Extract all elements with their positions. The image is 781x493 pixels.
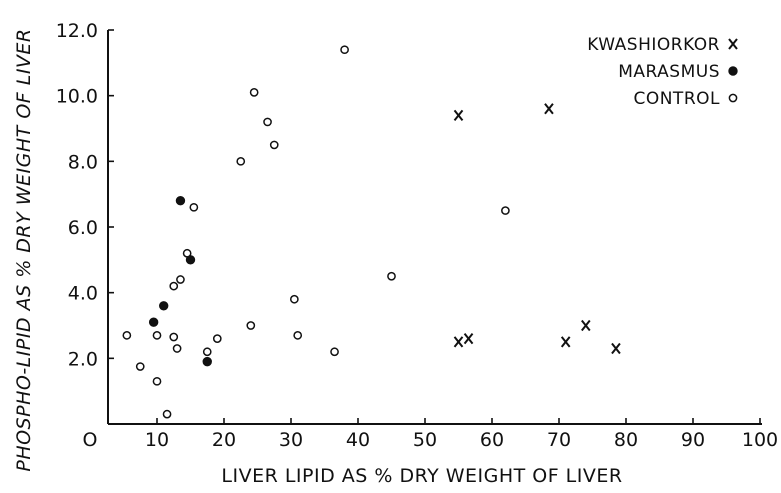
kwashiorkor-point xyxy=(453,109,464,121)
control-point xyxy=(169,332,179,342)
y-tick-label: 6.0 xyxy=(68,217,98,239)
y-tick-label: 10.0 xyxy=(56,86,98,108)
control-point xyxy=(176,275,185,284)
data-marks xyxy=(122,45,621,419)
x-tick-label: 30 xyxy=(279,429,303,451)
legend-label: MARASMUS xyxy=(618,62,720,82)
control-point xyxy=(172,344,182,353)
control-point xyxy=(249,88,259,97)
y-tick-label: 8.0 xyxy=(68,151,98,173)
y-tick-label: 4.0 xyxy=(68,283,98,305)
control-point xyxy=(169,281,179,291)
control-point xyxy=(330,347,339,357)
marasmus-point xyxy=(175,196,186,206)
x-tick-label: O xyxy=(83,429,98,451)
control-point xyxy=(236,156,246,166)
x-tick-label: 60 xyxy=(480,429,504,451)
y-tick-label: 2.0 xyxy=(68,348,98,370)
control-point xyxy=(152,331,162,340)
legend-label: CONTROL xyxy=(633,89,720,109)
y-axis-title: PHOSPHO-LIPID AS % DRY WEIGHT OF LIVER xyxy=(13,28,35,471)
x-tick-label: 40 xyxy=(346,429,370,451)
kwashiorkor-point xyxy=(463,333,474,345)
y-ticks: 2.0 4.0 6.0 8.0 10.0 12.0 xyxy=(56,20,114,370)
x-tick-label: 50 xyxy=(413,429,437,451)
control-point xyxy=(290,294,299,304)
x-tick-label: 70 xyxy=(547,429,571,451)
control-point xyxy=(263,117,272,127)
control-point xyxy=(269,140,279,150)
x-tick-label: 100 xyxy=(742,429,778,451)
legend: KWASHIORKOR MARASMUS CONTROL xyxy=(587,35,738,109)
kwashiorkor-point xyxy=(544,103,554,115)
x-tick-label: 20 xyxy=(212,429,236,451)
control-point xyxy=(189,202,199,212)
control-point xyxy=(122,331,132,340)
kwashiorkor-point xyxy=(611,342,621,355)
legend-label: KWASHIORKOR xyxy=(587,35,720,55)
marasmus-point xyxy=(159,301,169,311)
control-point xyxy=(340,45,349,55)
legend-marker xyxy=(728,38,738,50)
legend-item-kwashiorkor: KWASHIORKOR xyxy=(587,35,738,55)
marasmus-point xyxy=(202,356,212,367)
x-tick-label: 80 xyxy=(614,429,638,451)
control-point xyxy=(501,206,510,215)
x-tick-label: 90 xyxy=(681,429,705,451)
marasmus-point xyxy=(148,317,159,327)
legend-item-control: CONTROL xyxy=(633,89,738,109)
legend-marker xyxy=(728,93,738,103)
control-point xyxy=(182,248,192,258)
control-point xyxy=(202,347,212,357)
control-point xyxy=(162,409,172,419)
legend-item-marasmus: MARASMUS xyxy=(618,62,738,82)
control-point xyxy=(293,331,303,340)
control-point xyxy=(212,334,222,343)
kwashiorkor-point xyxy=(560,336,571,348)
control-point xyxy=(152,376,162,386)
x-tick-label: 10 xyxy=(145,429,169,451)
control-point xyxy=(135,362,145,371)
control-point xyxy=(246,321,256,330)
kwashiorkor-point xyxy=(581,319,591,332)
legend-marker xyxy=(728,66,738,76)
x-axis-title: LIVER LIPID AS % DRY WEIGHT OF LIVER xyxy=(221,465,622,487)
x-ticks: O 10 20 30 40 50 60 70 80 90 100 xyxy=(83,418,778,451)
kwashiorkor-point xyxy=(453,336,464,348)
y-tick-label: 12.0 xyxy=(56,20,98,42)
control-point xyxy=(387,271,396,281)
